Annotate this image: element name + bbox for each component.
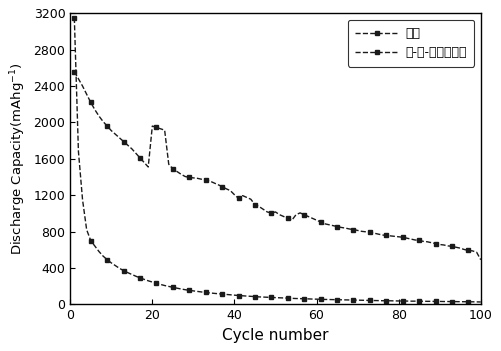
硅源 xyxy=(478,300,484,304)
硅-锡-碗复合材料 xyxy=(478,258,484,262)
硅源 xyxy=(445,299,451,304)
硅-锡-碗复合材料 xyxy=(457,246,463,250)
Legend: 硅源, 硅-锡-碗复合材料: 硅源, 硅-锡-碗复合材料 xyxy=(348,20,474,67)
硅-锡-碗复合材料 xyxy=(281,214,287,219)
硅-锡-碗复合材料 xyxy=(445,244,451,248)
硅源 xyxy=(166,284,172,289)
硅-锡-碗复合材料 xyxy=(149,124,155,128)
硅源 xyxy=(457,300,463,304)
X-axis label: Cycle number: Cycle number xyxy=(222,328,329,343)
硅源 xyxy=(281,296,287,300)
Line: 硅-锡-碗复合材料: 硅-锡-碗复合材料 xyxy=(73,70,482,261)
硅-锡-碗复合材料 xyxy=(71,69,77,74)
Line: 硅源: 硅源 xyxy=(73,16,482,304)
硅源 xyxy=(149,280,155,284)
硅源 xyxy=(314,297,320,301)
硅-锡-碗复合材料 xyxy=(314,218,320,222)
硅源 xyxy=(71,16,77,20)
硅-锡-碗复合材料 xyxy=(166,162,172,166)
Y-axis label: Discharge Capacity(mAhg$^{-1}$): Discharge Capacity(mAhg$^{-1}$) xyxy=(9,62,28,255)
